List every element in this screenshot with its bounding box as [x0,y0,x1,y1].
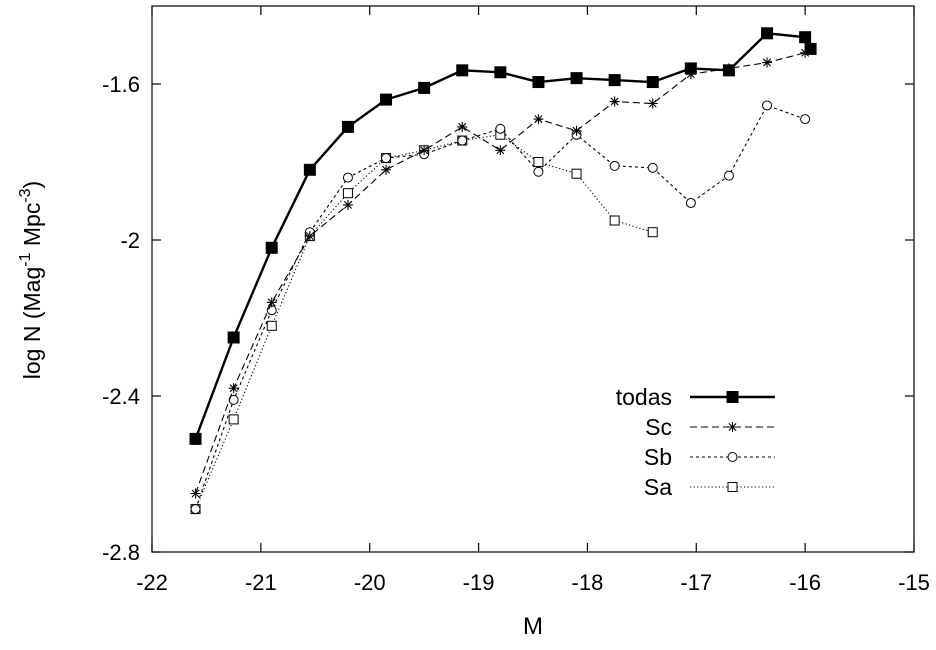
data-point-sb [495,123,506,134]
x-axis-label: M [523,613,543,640]
y-axis-label-sup1: -1 [17,252,34,266]
series-sa [190,129,658,515]
data-point-todas [799,31,812,44]
data-point-sa [571,168,582,179]
series-todas [189,27,817,445]
x-tick-label: -21 [245,570,277,595]
data-point-todas [570,72,583,85]
series-layer [189,27,817,515]
y-tick-label: -1.6 [102,72,140,97]
data-point-todas [646,76,659,89]
data-point-sb [533,166,544,177]
data-point-todas [418,81,431,94]
data-point-todas [189,432,202,445]
data-point-todas [761,27,774,40]
axes-layer: -22 -21 -20 -19 -18 -17 -16 -15 -2.8 -2.4 -2 -1.6 [102,5,930,595]
legend-label-sb: Sb [644,444,672,470]
data-point-todas [227,331,240,344]
series-line-sa [195,134,653,510]
y-axis-label: log N (Mag-1 Mpc-3) [17,181,45,379]
data-point-sb [342,172,353,183]
data-point-todas [722,64,735,77]
data-point-sb [800,114,811,125]
x-tick-label: -18 [572,570,604,595]
y-tick-label: -2.8 [102,540,140,565]
data-point-sa [266,320,277,331]
data-point-todas [380,93,393,106]
data-point-sc [571,125,582,136]
y-tick-label: -2 [120,228,140,253]
data-point-sc [304,231,315,242]
x-tick-label: -19 [463,570,495,595]
data-point-todas [684,62,697,75]
data-point-sc [533,114,544,125]
data-point-sb [647,162,658,173]
data-point-sa [228,414,239,425]
series-line-sc [195,52,806,494]
data-point-sa [533,157,544,167]
x-tick-label: -16 [789,570,821,595]
data-point-todas [608,74,621,87]
data-point-sc [647,98,658,109]
data-point-sc [419,145,430,156]
data-point-sb [723,170,734,181]
data-point-todas [456,64,469,77]
data-point-sc [342,199,353,210]
legend-label-sc: Sc [645,414,672,440]
legend-marker-sa [727,482,738,492]
series-sb [190,100,811,515]
data-point-sb [190,504,201,515]
data-point-sc [228,383,239,394]
legend: todas Sc Sb Sa [616,384,775,500]
y-axis-label-sup2: -3 [17,188,34,202]
data-point-todas [341,120,354,133]
data-point-sb [685,197,696,208]
legend-marker-todas [726,391,739,403]
data-point-sb [609,160,620,171]
data-point-todas [265,241,278,254]
legend-label-todas: todas [616,384,672,410]
y-tick-label: -2.4 [102,384,140,409]
legend-marker-sc [727,422,738,432]
data-point-sa [342,188,353,199]
series-line-sb [195,104,806,510]
data-point-todas [303,163,316,176]
data-point-sc [190,488,201,499]
data-point-sa [647,227,658,238]
data-point-sc [609,96,620,107]
data-point-sb [457,135,468,146]
series-sc [190,47,811,499]
legend-label-sa: Sa [644,474,672,500]
data-point-sc [457,121,468,132]
data-point-sc [381,164,392,175]
data-point-todas [532,76,545,89]
legend-marker-sb [727,452,738,462]
y-axis-label-mid: Mpc [19,203,45,253]
data-point-sb [762,100,773,111]
data-point-todas [804,42,817,55]
data-point-todas [494,66,507,79]
x-tick-label: -15 [898,570,930,595]
x-tick-label: -20 [354,570,386,595]
data-point-sc [762,57,773,68]
data-point-sc [266,297,277,308]
y-axis-label-end: ) [19,181,45,189]
data-point-sa [609,215,620,226]
y-axis-label-main: log N (Mag [19,267,45,379]
data-point-sc [495,145,506,156]
x-tick-label: -17 [680,570,712,595]
x-tick-label: -22 [136,570,168,595]
series-line-todas [194,32,812,440]
data-point-sb [381,153,392,164]
plot-frame [151,5,915,553]
